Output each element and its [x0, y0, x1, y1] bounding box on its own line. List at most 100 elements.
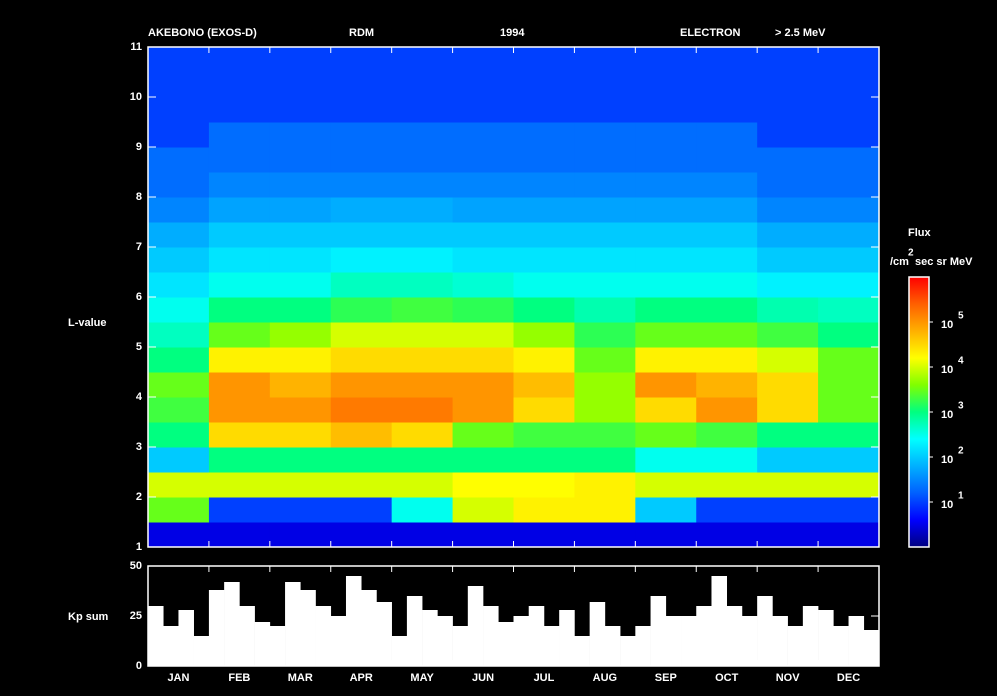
heatmap-cell: [574, 322, 636, 348]
heatmap-cell: [330, 72, 393, 98]
heatmap-cell: [208, 472, 271, 498]
heatmap-cell: [148, 522, 210, 548]
heatmap-cell: [513, 272, 575, 298]
heatmap-cell: [757, 272, 819, 298]
heatmap-cell: [208, 397, 271, 423]
heatmap-cell: [818, 447, 880, 473]
heatmap-cell: [452, 422, 514, 448]
heatmap-cell: [391, 97, 454, 123]
y-tick-label: 4: [136, 391, 143, 403]
heatmap-cell: [635, 172, 697, 198]
heatmap-cell: [148, 297, 210, 323]
heatmap-cell: [635, 72, 697, 98]
heatmap-cell: [635, 472, 697, 498]
heatmap-cell: [452, 197, 514, 223]
heatmap-cell: [818, 422, 880, 448]
heatmap-cell: [208, 322, 271, 348]
heatmap-cell: [269, 297, 332, 323]
heatmap-cell: [391, 422, 454, 448]
heatmap-cell: [391, 147, 454, 173]
heatmap-cell: [696, 372, 758, 398]
heatmap-cell: [757, 472, 819, 498]
bar: [452, 626, 469, 666]
bar: [604, 626, 621, 666]
heatmap-cell: [818, 47, 880, 73]
heatmap-cell: [696, 497, 758, 523]
heatmap-cell: [208, 122, 271, 148]
heatmap-cell: [269, 47, 332, 73]
heatmap-cell: [574, 72, 636, 98]
heatmap-cell: [574, 447, 636, 473]
heatmap-cell: [452, 297, 514, 323]
heatmap-cell: [574, 422, 636, 448]
heatmap-cell: [635, 97, 697, 123]
heatmap-cell: [208, 522, 271, 548]
heatmap-cell: [696, 47, 758, 73]
heatmap-cell: [452, 172, 514, 198]
bar: [437, 616, 453, 666]
heatmap-cell: [391, 172, 454, 198]
heatmap-cell: [513, 197, 575, 223]
heatmap-cell: [635, 397, 697, 423]
colorbar-unit-power: 2: [908, 248, 914, 259]
heatmap-cell: [269, 172, 332, 198]
bar: [269, 626, 286, 666]
heatmap-cell: [696, 472, 758, 498]
heatmap-cell: [513, 522, 575, 548]
heatmap-cell: [757, 522, 819, 548]
heatmap-cell: [452, 47, 514, 73]
heatmap-cell: [635, 222, 697, 248]
heatmap-cell: [330, 497, 393, 523]
heatmap-cell: [635, 522, 697, 548]
heatmap-cell: [208, 197, 271, 223]
heatmap-cell: [635, 447, 697, 473]
heatmap-cell: [330, 247, 393, 273]
heatmap-cell: [818, 397, 880, 423]
heatmap-cell: [513, 347, 575, 373]
heatmap-cell: [818, 322, 880, 348]
heatmap-cell: [330, 347, 393, 373]
heatmap-cell: [148, 372, 210, 398]
bar: [254, 622, 271, 666]
heatmap-cell: [452, 472, 514, 498]
heatmap-cell: [452, 347, 514, 373]
heatmap-cell: [330, 47, 393, 73]
heatmap-cell: [513, 247, 575, 273]
bar: [148, 606, 164, 666]
bar: [376, 602, 392, 666]
heatmap-cell: [574, 247, 636, 273]
bar: [285, 582, 301, 666]
heatmap-cell: [513, 172, 575, 198]
heatmap-cell: [148, 347, 210, 373]
bar: [224, 582, 240, 666]
heatmap-cell: [208, 247, 271, 273]
colorbar-tick-power: 5: [958, 311, 964, 322]
heatmap-cell: [757, 47, 819, 73]
x-tick-label: FEB: [228, 672, 250, 684]
heatmap-cell: [330, 472, 393, 498]
heatmap-cell: [818, 97, 880, 123]
heatmap-cell: [391, 472, 454, 498]
heatmap-cell: [148, 247, 210, 273]
heatmap-cell: [635, 272, 697, 298]
heatmap-cell: [818, 497, 880, 523]
heatmap-cell: [574, 272, 636, 298]
bar: [391, 636, 408, 666]
heatmap-cell: [208, 272, 271, 298]
heatmap-cell: [208, 372, 271, 398]
heatmap-cell: [148, 447, 210, 473]
heatmap-cell: [452, 447, 514, 473]
heatmap-cell: [148, 147, 210, 173]
heatmap-cell: [391, 297, 454, 323]
heatmap-cell: [452, 397, 514, 423]
bar: [239, 606, 255, 666]
heatmap-cell: [391, 372, 454, 398]
heatmap-cell: [391, 347, 454, 373]
bar: [467, 586, 484, 666]
heatmap-cell: [452, 97, 514, 123]
heatmap-cell: [574, 497, 636, 523]
heatmap-cell: [391, 522, 454, 548]
colorbar-tick-label: 10: [941, 364, 953, 376]
y-tick-label: 10: [130, 91, 142, 103]
heatmap-cell: [818, 72, 880, 98]
